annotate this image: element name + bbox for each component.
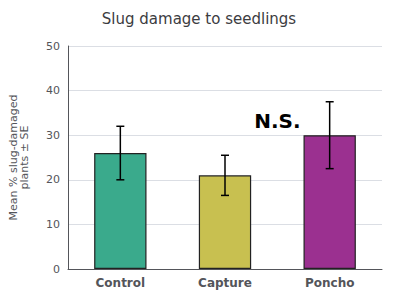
svg-text:Control: Control bbox=[96, 276, 146, 290]
svg-text:0: 0 bbox=[53, 263, 60, 276]
svg-text:Capture: Capture bbox=[198, 276, 252, 290]
svg-text:10: 10 bbox=[46, 218, 60, 231]
svg-text:Slug damage to seedlings: Slug damage to seedlings bbox=[102, 10, 297, 28]
svg-text:50: 50 bbox=[46, 40, 60, 53]
svg-text:20: 20 bbox=[46, 173, 60, 186]
svg-text:30: 30 bbox=[46, 129, 60, 142]
svg-text:plants ± SE: plants ± SE bbox=[18, 125, 31, 189]
svg-text:Mean % slug-damaged: Mean % slug-damaged bbox=[7, 94, 20, 221]
svg-text:N.S.: N.S. bbox=[254, 109, 300, 133]
svg-text:Poncho: Poncho bbox=[305, 276, 354, 290]
svg-text:40: 40 bbox=[46, 84, 60, 97]
